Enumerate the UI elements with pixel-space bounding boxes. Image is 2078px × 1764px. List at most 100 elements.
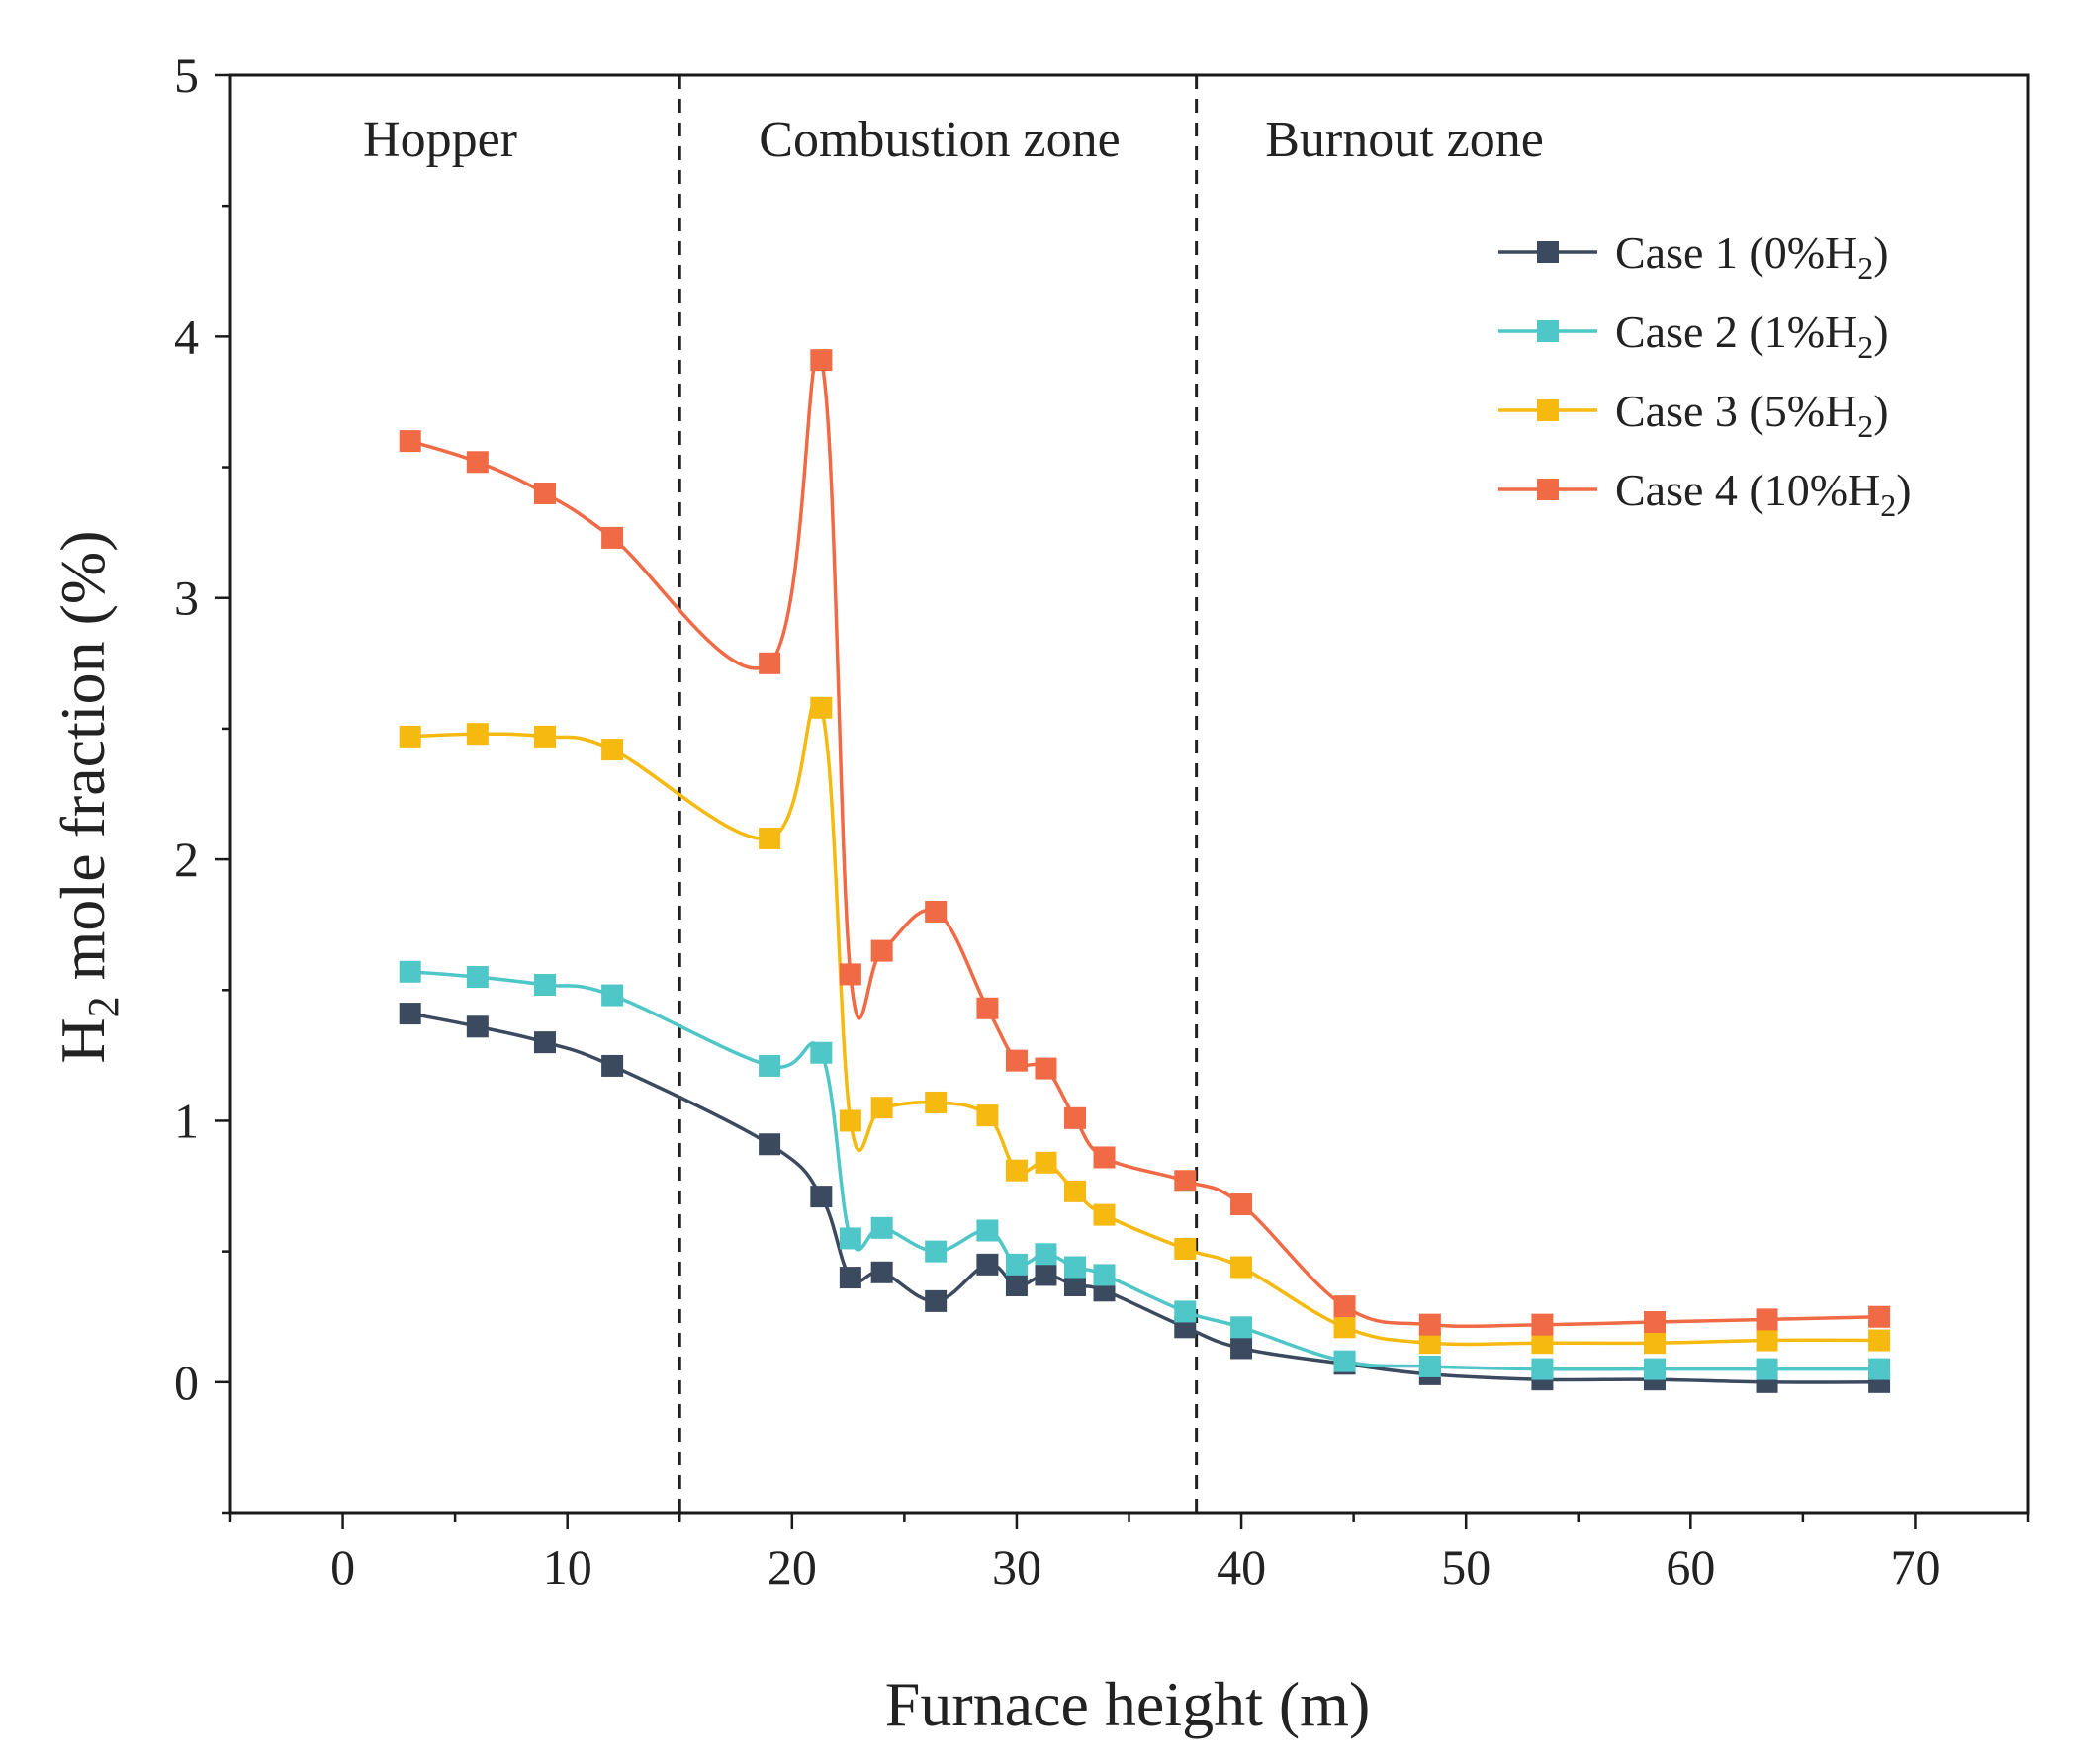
data-point [533,973,556,996]
data-point [1005,1275,1028,1297]
x-tick-label: 60 [1666,1540,1715,1595]
data-point [1333,1316,1356,1339]
plot-frame [228,73,2030,1515]
data-point [870,939,893,962]
data-point [870,1216,893,1239]
data-point [925,1091,948,1113]
data-point [533,482,556,504]
data-point [466,723,489,746]
data-point [976,1104,999,1127]
legend-item: Case 4 (10%H2) [1498,465,1912,523]
zone-label-combustion: Combustion zone [759,112,1120,168]
data-point [1174,1237,1197,1260]
x-axis-title: Furnace height (m) [885,1669,1371,1739]
legend-label: Case 2 (1%H2) [1615,307,1889,365]
y-tick-label: 4 [174,309,199,364]
data-point [1643,1358,1666,1380]
y-tick-label: 3 [174,571,199,626]
data-point [1005,1253,1028,1276]
data-point [1093,1203,1116,1226]
y-axis-title-sub: 2 [79,996,128,1017]
data-point [1063,1180,1086,1202]
legend-marker [1537,399,1559,421]
data-point [1035,1057,1057,1080]
data-point [533,1031,556,1054]
data-point [1005,1049,1028,1072]
data-point [976,997,999,1019]
data-point [1035,1243,1057,1266]
y-tick-label: 5 [174,47,199,103]
data-point [1035,1264,1057,1286]
data-point [810,349,833,372]
data-point [1005,1159,1028,1182]
legend-item: Case 2 (1%H2) [1498,307,1889,365]
zone-label-hopper: Hopper [363,112,517,168]
data-point [810,1041,833,1064]
legend-label: Case 3 (5%H2) [1615,386,1889,444]
data-point [1531,1358,1554,1380]
legend-marker [1537,241,1559,263]
y-tick-label: 2 [174,832,199,887]
series-layer [399,349,1891,1393]
data-point [1063,1275,1086,1297]
data-point [870,1261,893,1283]
x-tick-label: 30 [992,1540,1041,1595]
series-4 [399,349,1891,1336]
legend-marker [1537,479,1559,500]
data-point [1063,1256,1086,1279]
data-point [1418,1355,1441,1377]
data-point [601,526,624,549]
data-point [1093,1146,1116,1169]
y-axis-title-main: H [47,1017,118,1063]
data-point [870,1097,893,1119]
data-point [976,1219,999,1242]
data-point [1230,1193,1253,1216]
data-point [1174,1300,1197,1323]
data-point [466,966,489,989]
data-point [759,1133,781,1156]
data-point [839,1267,861,1289]
data-point [1531,1332,1554,1355]
data-point [810,696,833,719]
legend-label: Case 1 (0%H2) [1615,227,1889,286]
y-tick-label: 0 [174,1355,199,1410]
x-tick-label: 20 [768,1540,817,1595]
data-point [1063,1106,1086,1129]
data-point [466,1015,489,1038]
data-point [1643,1332,1666,1355]
data-point [399,725,421,748]
data-point [925,1289,948,1312]
data-point [839,1227,861,1250]
data-point [1868,1305,1891,1328]
data-point [839,963,861,986]
series-2 [399,960,1891,1380]
data-point [1418,1313,1441,1336]
legend-label: Case 4 (10%H2) [1615,465,1912,523]
x-tick-label: 40 [1217,1540,1266,1595]
data-point [1418,1332,1441,1355]
legend-item: Case 3 (5%H2) [1498,386,1889,444]
data-point [1756,1358,1778,1380]
legend-marker [1537,320,1559,342]
data-point [759,827,781,849]
data-point [839,1109,861,1132]
data-point [601,984,624,1007]
data-point [601,739,624,761]
x-tick-label: 0 [330,1540,355,1595]
series-3 [399,696,1891,1355]
y-axis-title-rest: mole fraction (%) [47,530,118,996]
data-point [976,1253,999,1276]
data-point [1174,1170,1197,1192]
x-tick-label: 10 [543,1540,592,1595]
axes: 0 10 20 30 40 50 60 70 0 1 2 3 4 5 [174,47,2030,1595]
data-point [466,451,489,474]
data-point [1643,1311,1666,1334]
data-point [925,1240,948,1263]
y-axis-title: H2 mole fraction (%) [47,530,128,1063]
x-tick-label: 50 [1441,1540,1491,1595]
data-point [1333,1295,1356,1318]
data-point [533,725,556,748]
data-point [1333,1350,1356,1372]
data-point [1035,1151,1057,1174]
